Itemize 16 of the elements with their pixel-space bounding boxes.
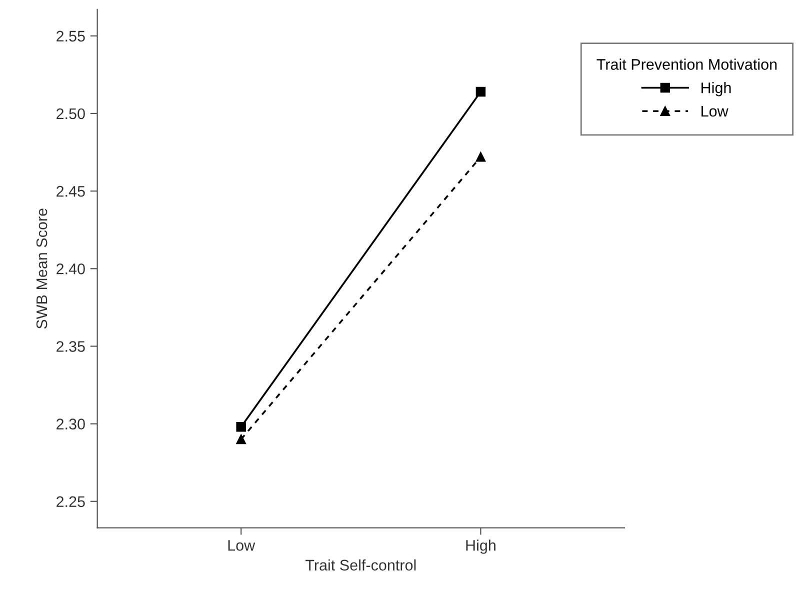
y-tick-label: 2.25: [56, 496, 85, 508]
point: [236, 422, 246, 432]
y-tick-label: 2.50: [56, 108, 85, 120]
point: [476, 86, 486, 97]
legend-label: High: [702, 82, 731, 96]
y-tick-label: 2.30: [56, 418, 85, 430]
y-tick-label: 2.45: [56, 186, 85, 197]
x-axis-title: Trait Self-control: [305, 559, 416, 571]
y-axis-title: SWB Mean Score: [36, 208, 48, 329]
legend-title: Trait Prevention Motivation: [596, 58, 777, 70]
y-tick-label: 2.40: [56, 264, 85, 274]
point: [236, 434, 246, 444]
legend-label: Low: [702, 106, 728, 117]
y-tick-label: 2.55: [56, 30, 85, 42]
point: [476, 152, 486, 162]
y-tick-label: 2.35: [56, 341, 85, 352]
